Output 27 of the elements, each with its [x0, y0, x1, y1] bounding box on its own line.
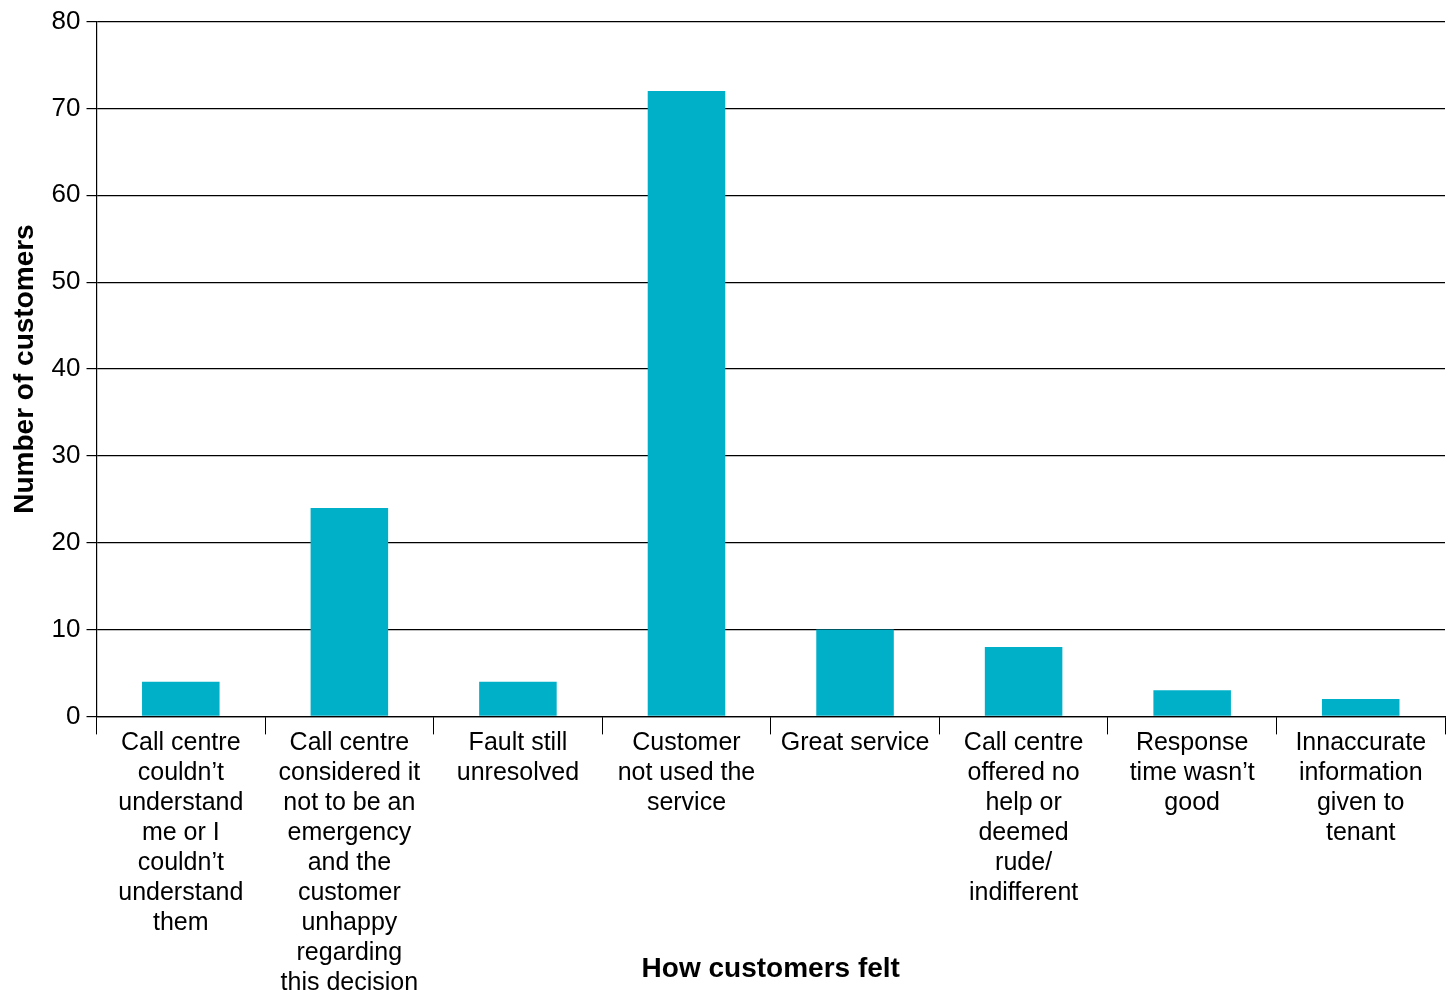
category-label: Call centre considered it not to be an emergency and the customer unhappy regarding this decision [278, 727, 421, 990]
y-tick-label: 10 [51, 612, 81, 643]
bar [1153, 690, 1231, 716]
y-tick-label: 70 [51, 91, 81, 122]
bar [479, 681, 557, 716]
y-tick-label: 20 [51, 525, 81, 556]
y-tick-label: 80 [51, 4, 81, 35]
y-tick-label: 60 [51, 178, 81, 209]
bar [310, 507, 389, 716]
bar [984, 646, 1063, 716]
bar [816, 629, 894, 716]
x-axis-title: How customers felt [641, 951, 900, 983]
x-tick-label: Call centre offered no help or deemed rude/ indifferent [963, 727, 1084, 906]
bar [142, 681, 220, 716]
y-tick-label: 50 [51, 265, 81, 296]
y-tick-label: 0 [66, 699, 81, 730]
x-tick-label: Fault still unresolved [456, 727, 580, 786]
x-tick-label: Innaccurate information given to tenant [1295, 727, 1427, 846]
y-tick-label: 40 [51, 352, 81, 383]
y-tick-label: 30 [51, 439, 81, 470]
x-tick-label: Response time wasn’t good [1129, 727, 1255, 816]
y-axis-title: Number of customers [7, 224, 39, 514]
bar [647, 91, 726, 716]
bar [1321, 699, 1400, 716]
x-tick-label: Call centre couldn’t understand me or I couldn’t understand them [118, 727, 244, 936]
x-tick-label: Customer not used the service [617, 727, 756, 816]
x-tick-label: Great service [780, 727, 930, 756]
